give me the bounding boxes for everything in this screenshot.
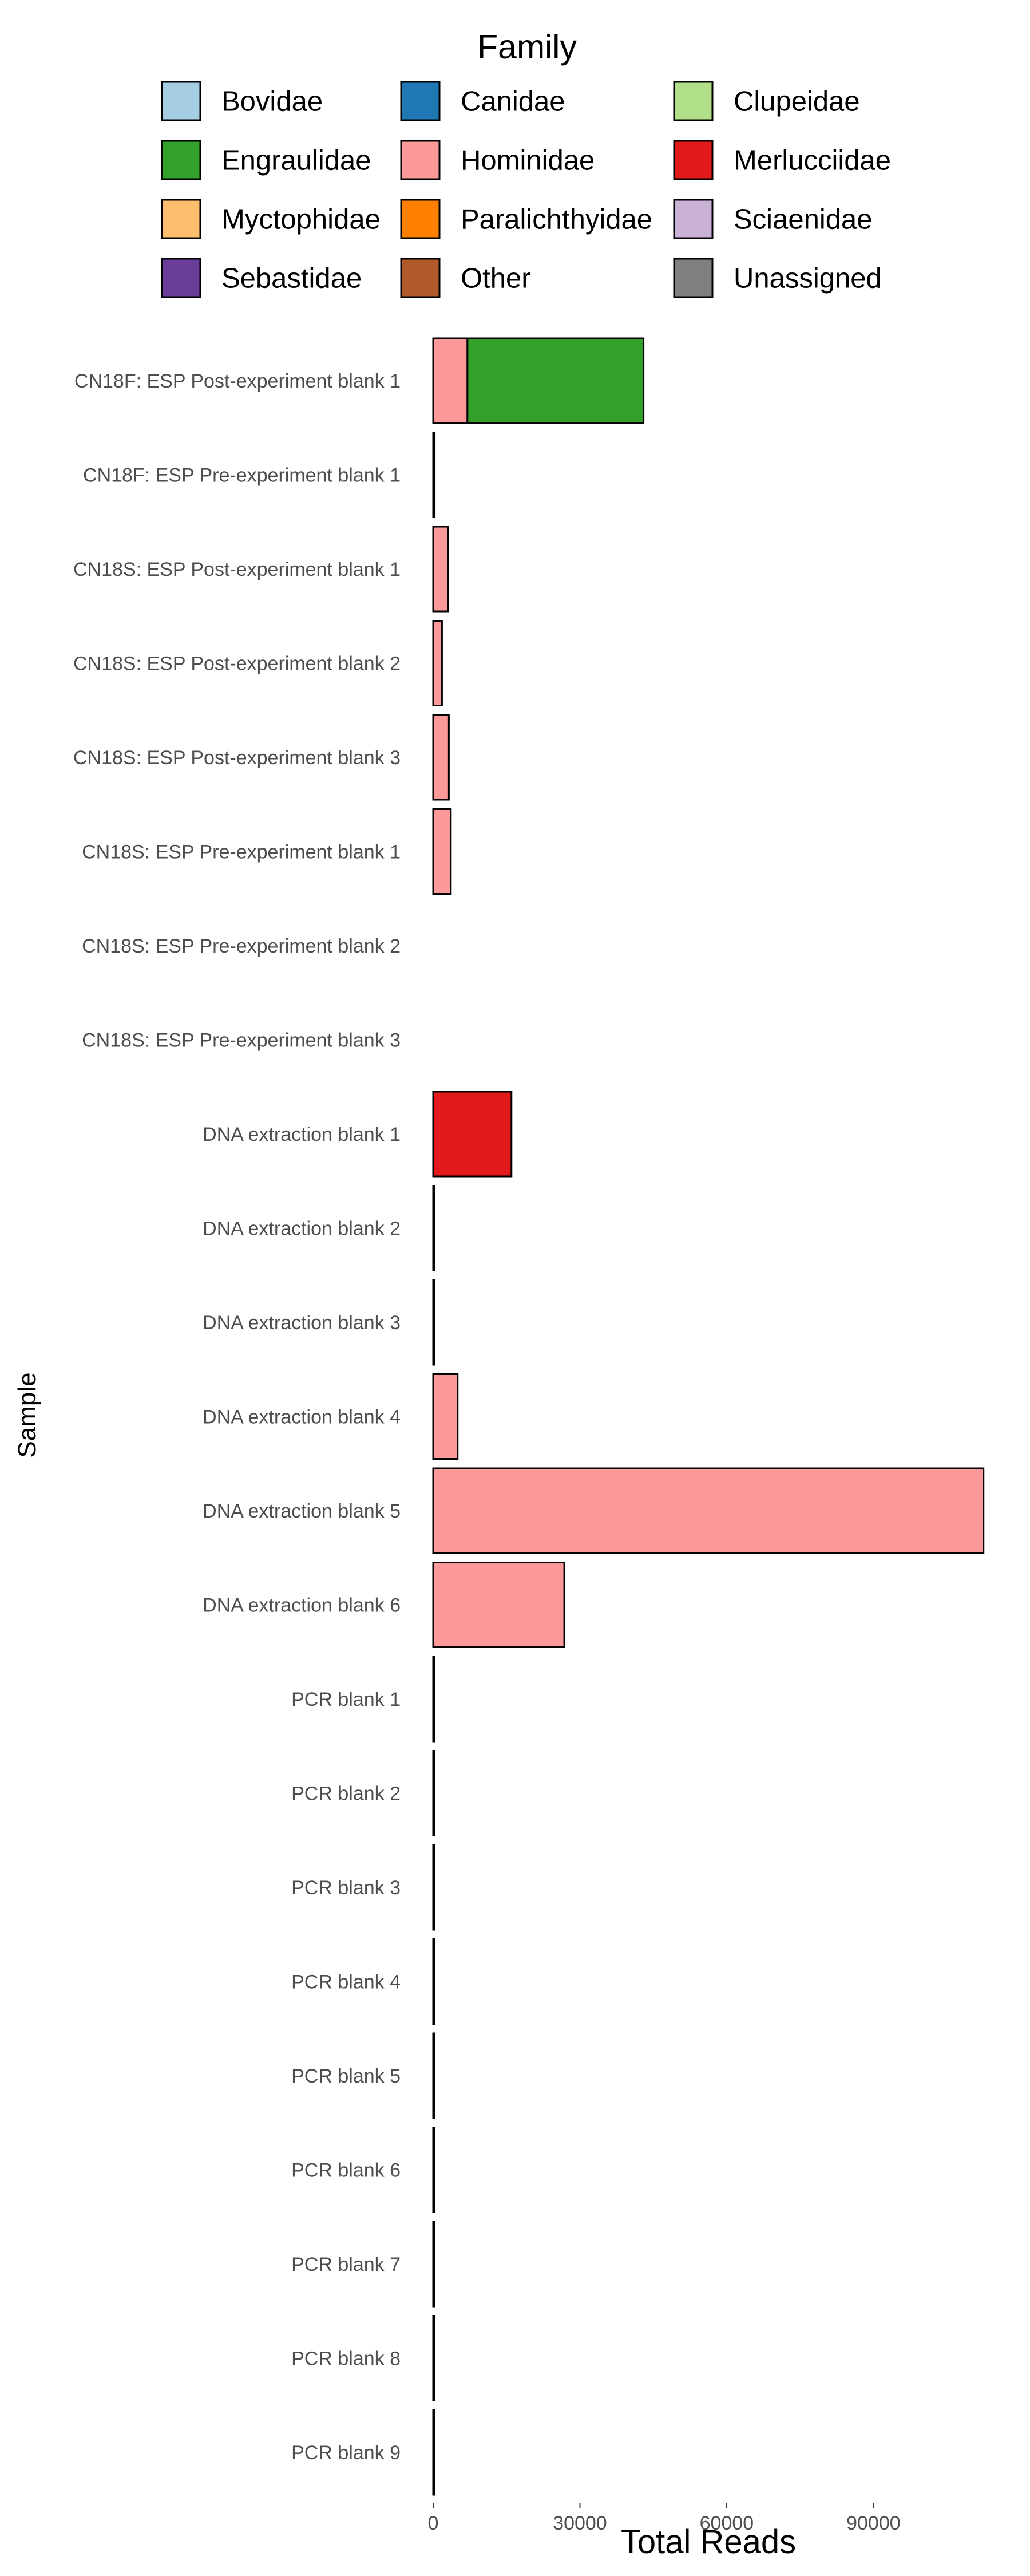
x-tick-label: 60000 — [700, 2512, 754, 2534]
legend-swatch-bovidae — [161, 81, 201, 121]
legend-label-canidae: Canidae — [461, 86, 565, 117]
bar-hominidae-20 — [432, 2127, 435, 2213]
y-axis-tick-labels: CN18F: ESP Post-experiment blank 1 CN18F:… — [73, 370, 401, 2464]
y-tick-label: CN18F: ESP Post-experiment blank 1 — [74, 370, 401, 392]
bar-hominidae-12 — [432, 1373, 459, 1460]
y-tick-label: CN18S: ESP Pre-experiment blank 1 — [82, 841, 401, 863]
y-tick-label: PCR blank 4 — [291, 1971, 401, 1993]
bar-hominidae-18 — [432, 1938, 435, 2025]
legend-label-sciaenidae: Sciaenidae — [734, 204, 872, 235]
y-tick-label: DNA extraction blank 1 — [203, 1124, 401, 1145]
y-axis-title: Sample — [13, 1372, 41, 1457]
legend-label-paralichthyidae: Paralichthyidae — [461, 204, 652, 235]
x-axis: 0 30000 60000 90000 — [428, 2503, 901, 2534]
bar-hominidae-21 — [432, 2221, 435, 2308]
legend-swatch-canidae — [400, 81, 441, 121]
bar-hominidae-22 — [432, 2315, 435, 2401]
legend-label-hominidae: Hominidae — [461, 145, 595, 176]
legend-label-bovidae: Bovidae — [221, 86, 323, 117]
bars — [432, 337, 985, 2496]
bar-hominidae-6 — [432, 808, 452, 895]
x-tick-label: 0 — [428, 2512, 439, 2534]
legend-label-myctophidae: Myctophidae — [221, 204, 381, 235]
bar-hominidae-10 — [432, 1185, 435, 1271]
bar-hominidae-11 — [432, 1279, 435, 1366]
legend-swatch-paralichthyidae — [400, 199, 441, 239]
bar-hominidae-14 — [432, 1562, 565, 1648]
y-tick-label: PCR blank 8 — [291, 2348, 401, 2370]
legend: Family Bovidae Canidae Clupeidae Engraulida… — [161, 28, 891, 298]
legend-swatch-sciaenidae — [673, 199, 714, 239]
y-tick-label: PCR blank 2 — [291, 1783, 401, 1805]
bar-hominidae-5 — [432, 714, 450, 801]
bar-hominidae-13 — [432, 1467, 985, 1554]
bar-hominidae-4 — [432, 620, 443, 706]
bar-hominidae-15 — [432, 1656, 435, 1743]
bar-hominidae-3 — [432, 526, 449, 613]
bar-merlucciidae-9 — [432, 1091, 513, 1178]
x-tick-label: 30000 — [553, 2512, 607, 2534]
y-tick-label: PCR blank 6 — [291, 2160, 401, 2182]
legend-label-merlucciidae: Merlucciidae — [734, 145, 891, 176]
legend-label-other: Other — [461, 263, 531, 294]
y-tick-label: PCR blank 3 — [291, 1877, 401, 1899]
y-tick-label: CN18F: ESP Pre-experiment blank 1 — [83, 465, 401, 487]
bar-hominidae-16 — [432, 1750, 435, 1836]
legend-title: Family — [477, 28, 577, 66]
y-tick-label: PCR blank 1 — [291, 1689, 401, 1710]
bar-hominidae-19 — [432, 2032, 435, 2119]
bar-hominidae-1 — [432, 337, 469, 424]
bar-engraulidae-1 — [466, 337, 645, 424]
y-tick-label: CN18S: ESP Post-experiment blank 3 — [73, 747, 401, 769]
legend-swatch-unassigned — [673, 258, 714, 298]
y-tick-label: CN18S: ESP Pre-experiment blank 2 — [82, 935, 401, 957]
x-axis-title: Total Reads — [621, 2523, 796, 2561]
bar-hominidae-17 — [432, 1844, 435, 1931]
bar-hominidae-2 — [432, 432, 436, 518]
legend-swatch-merlucciidae — [673, 140, 714, 180]
x-tick-label: 90000 — [846, 2512, 901, 2534]
y-tick-label: CN18S: ESP Post-experiment blank 1 — [73, 559, 401, 580]
legend-swatch-clupeidae — [673, 81, 714, 121]
y-tick-label: DNA extraction blank 3 — [203, 1312, 401, 1334]
legend-swatch-myctophidae — [161, 199, 201, 239]
legend-swatch-other — [400, 258, 441, 298]
y-tick-label: PCR blank 7 — [291, 2254, 401, 2275]
bar-hominidae-23 — [432, 2409, 435, 2496]
y-tick-label: PCR blank 9 — [291, 2442, 401, 2464]
legend-swatch-engraulidae — [161, 140, 201, 180]
y-tick-label: CN18S: ESP Pre-experiment blank 3 — [82, 1030, 401, 1052]
legend-label-sebastidae: Sebastidae — [221, 263, 362, 294]
legend-label-unassigned: Unassigned — [734, 263, 882, 294]
y-tick-label: DNA extraction blank 6 — [203, 1595, 401, 1617]
y-tick-label: PCR blank 5 — [291, 2065, 401, 2087]
y-tick-label: DNA extraction blank 5 — [203, 1500, 401, 1522]
y-tick-label: DNA extraction blank 2 — [203, 1218, 401, 1240]
y-tick-label: CN18S: ESP Post-experiment blank 2 — [73, 653, 401, 675]
legend-swatch-sebastidae — [161, 258, 201, 298]
legend-swatch-hominidae — [400, 140, 441, 180]
legend-label-clupeidae: Clupeidae — [734, 86, 860, 117]
y-tick-label: DNA extraction blank 4 — [203, 1406, 401, 1428]
legend-label-engraulidae: Engraulidae — [221, 145, 371, 176]
